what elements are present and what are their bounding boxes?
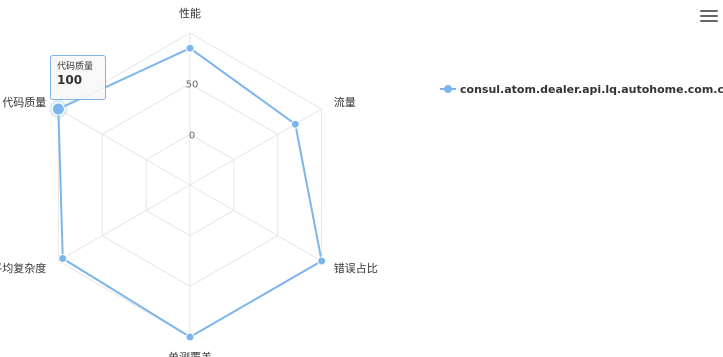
data-point[interactable]: [51, 102, 65, 116]
legend-item-label[interactable]: consul.atom.dealer.api.lq.autohome.com.c…: [460, 83, 723, 96]
axis-labels: 性能流量错误占比单测覆盖 平均复杂度 代码质量: [0, 6, 378, 357]
axis-label-1: 流量: [334, 95, 356, 109]
tooltip-name: 代码质量: [57, 62, 94, 72]
axis-label-3: 单测覆盖: [168, 350, 212, 357]
radial-tick-label: 0: [189, 130, 195, 141]
axis-label-5: 代码质量: [2, 96, 46, 109]
data-point[interactable]: [317, 256, 327, 266]
data-point[interactable]: [185, 332, 195, 342]
grid-spoke: [189, 108, 322, 186]
grid-spoke: [58, 108, 191, 186]
axis-label-2: 错误占比: [334, 261, 378, 275]
grid-spoke: [189, 184, 322, 262]
radial-tick-label: 50: [186, 80, 199, 91]
legend[interactable]: consul.atom.dealer.api.lq.autohome.com.c…: [440, 83, 723, 96]
hamburger-menu-icon[interactable]: [700, 10, 718, 24]
axis-label-4: 平均复杂度: [0, 261, 46, 275]
data-point[interactable]: [290, 119, 300, 129]
radial-tick-labels: 0 50: [186, 80, 199, 142]
data-point[interactable]: [185, 43, 195, 53]
axis-label-0: 性能: [179, 6, 201, 20]
tooltip-value: 100: [57, 73, 83, 87]
data-point[interactable]: [58, 253, 68, 263]
tooltip: 代码质量 100: [50, 55, 106, 100]
legend-marker: [444, 85, 452, 93]
series-layer: [49, 43, 327, 342]
grid-spoke: [58, 184, 191, 262]
